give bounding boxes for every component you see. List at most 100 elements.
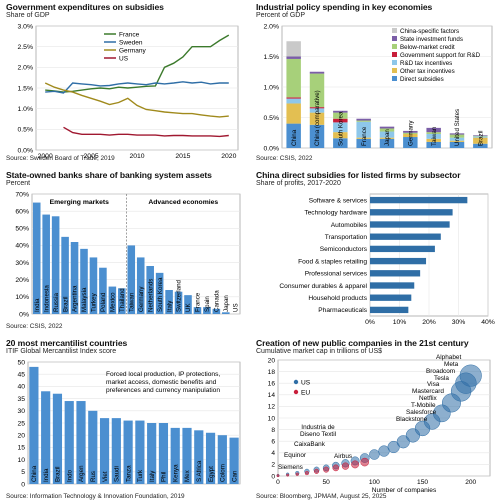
chart-source: Source: Information Technology & Innovat… <box>6 493 185 500</box>
category-label: Brazil <box>478 131 485 146</box>
x-tick-label: 50 <box>323 479 331 486</box>
category-label: United States <box>454 109 461 146</box>
category-label: S Africa <box>196 460 203 482</box>
y-tick-label: 2 <box>271 462 275 469</box>
legend-swatch <box>392 44 397 49</box>
x-axis-label: Number of companies <box>372 487 437 494</box>
y-tick-label: 60% <box>15 208 29 215</box>
annotation-label: Broadcom <box>426 368 455 375</box>
y-tick-label: 8 <box>271 427 275 434</box>
stacked-bar-segment <box>473 136 488 138</box>
chart-source: Source: Sweden Board of Trade, 2019 <box>6 155 115 162</box>
stacked-bar-segment <box>426 132 441 134</box>
legend-swatch <box>392 76 397 81</box>
bar <box>370 294 412 301</box>
category-label: Germany <box>408 120 415 146</box>
bar <box>52 393 63 484</box>
bar <box>370 233 441 240</box>
stacked-bar-segment <box>473 143 488 148</box>
category-label: Professional services <box>305 271 368 278</box>
legend-label: Government support for R&D <box>400 52 481 59</box>
category-label: Brazil <box>55 467 62 482</box>
scatter-point <box>313 468 320 474</box>
series-line <box>63 126 229 138</box>
chart-title: State-owned banks share of banking syste… <box>6 170 212 180</box>
stacked-bar-segment <box>286 123 301 148</box>
y-tick-label: 4 <box>271 450 275 457</box>
x-tick-label: 2015 <box>175 153 190 160</box>
legend-label: Below-market credit <box>400 44 455 51</box>
y-tick-label: 14 <box>268 392 276 399</box>
bar <box>135 420 145 484</box>
stacked-bar-segment <box>286 97 301 99</box>
category-label: Egypt <box>208 466 215 482</box>
x-tick-label: 2010 <box>129 153 144 160</box>
legend-swatch <box>293 379 299 385</box>
y-tick-label: 15 <box>17 445 25 452</box>
y-tick-label: 1.0% <box>264 84 280 91</box>
stacked-bar-segment <box>286 98 301 104</box>
category-label: Food & staples retailing <box>298 258 367 265</box>
chart-title: 20 most mercantilist countries <box>6 338 128 348</box>
scatter-point <box>351 460 360 469</box>
bar <box>89 257 98 314</box>
y-tick-label: 20% <box>15 277 29 284</box>
stacked-bar-segment <box>333 112 348 119</box>
category-label: Poland <box>100 292 107 312</box>
stacked-bar-segment <box>333 138 348 148</box>
category-label: Switzerland <box>176 279 183 312</box>
chart-title: Creation of new public companies in the … <box>256 338 469 348</box>
annotation-text: preferences and currency manipulation <box>106 387 220 394</box>
bar <box>146 266 154 314</box>
bar <box>370 221 450 228</box>
category-label: Italy <box>166 300 173 312</box>
panel-public-companies: Creation of new public companies in the … <box>256 338 496 501</box>
bar <box>229 437 239 484</box>
legend-swatch <box>392 52 397 57</box>
y-tick-label: 20 <box>17 433 25 440</box>
group-label: Emerging markets <box>50 199 110 206</box>
bar-chart: 0% 10% 20% 30% 40% 50% 60% 70% India Indonesia Rus… <box>15 191 241 318</box>
series-line <box>44 82 229 118</box>
legend-label: EU <box>301 389 310 396</box>
stacked-bar-segment <box>286 56 301 59</box>
bar <box>51 216 60 314</box>
stacked-bar-segment <box>356 137 371 139</box>
category-label: US <box>232 303 239 312</box>
scatter-point <box>369 449 380 460</box>
bar <box>70 242 79 314</box>
stacked-bar-segment <box>403 133 418 138</box>
y-tick-label: 10 <box>268 415 276 422</box>
scatter-point <box>332 464 340 472</box>
chart-subtitle: Cumulative market cap in trillions of US… <box>256 348 383 355</box>
category-label: UK <box>185 303 192 312</box>
y-tick-label: 1.0% <box>18 106 34 113</box>
category-label: Argentina <box>72 285 79 312</box>
chart-title: China direct subsidies for listed firms … <box>256 170 461 180</box>
bar <box>212 308 221 314</box>
y-tick-label: 0.0% <box>264 145 280 152</box>
legend-label: US <box>301 379 311 386</box>
stacked-bar-segment <box>309 112 325 125</box>
bar-chart: 0 5 10 15 20 25 30 35 40 45 50 China India Brazil Indo… <box>17 359 241 488</box>
bar <box>61 236 69 314</box>
bar <box>147 423 157 484</box>
stacked-bar-segment <box>309 73 325 108</box>
bar <box>136 257 145 314</box>
legend-swatch <box>293 389 299 395</box>
annotation-label: Siemens <box>278 464 303 471</box>
y-tick-label: 0.5% <box>264 115 280 122</box>
legend-swatch <box>392 60 397 65</box>
stacked-bar-segment <box>286 41 301 57</box>
category-label: France <box>361 126 368 146</box>
category-label: Taiwan <box>431 126 438 146</box>
stacked-bar-segment <box>333 110 348 113</box>
stacked-bar-segment <box>309 107 325 109</box>
horizontal-bar-chart: 0% 10% 20% 30% 40% Software & services Technol… <box>279 193 495 326</box>
stacked-bar-segment <box>426 141 441 148</box>
category-label: Kenya <box>172 464 179 482</box>
category-label: China <box>31 465 38 482</box>
annotation-text: Forced local production, IP protections, <box>106 371 220 378</box>
stacked-bar-segment <box>403 130 418 133</box>
